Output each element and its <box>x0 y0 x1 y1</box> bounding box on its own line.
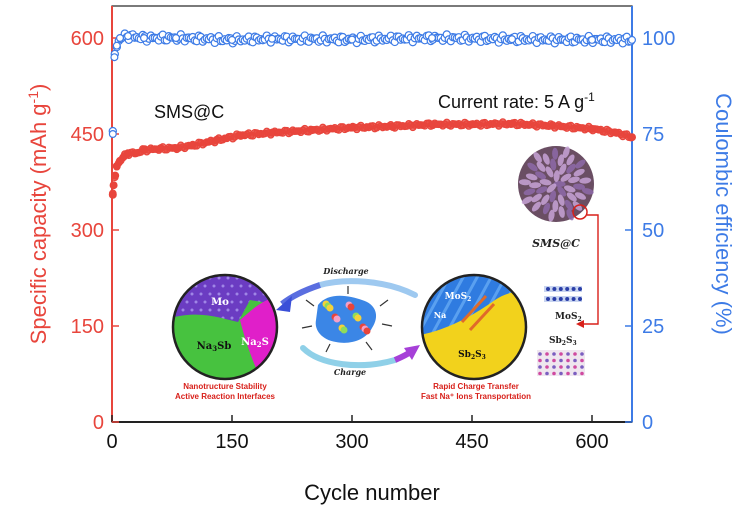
x-tick-label: 300 <box>335 431 368 453</box>
zoom-connector <box>584 214 599 325</box>
na-ion-label: Na <box>434 310 447 320</box>
sb2s3-label: Sb2S3 <box>549 336 577 347</box>
right-caption-line-2: Fast Na⁺ Ions Transportation <box>421 392 531 401</box>
data-point <box>172 144 181 153</box>
data-point <box>228 35 237 44</box>
data-point <box>156 144 165 153</box>
data-point <box>212 136 221 145</box>
y-right-tick-label: 25 <box>642 316 664 338</box>
na3sb-label: Na3Sb <box>197 341 232 353</box>
data-point <box>268 34 277 43</box>
data-point <box>308 126 317 135</box>
current-rate-label: Current rate: 5 A g-1 <box>438 90 595 112</box>
data-point <box>428 120 437 129</box>
y-left-tick-label: 150 <box>71 316 104 338</box>
y-left-axis-title: Specific capacity (mAh g-1) <box>25 84 51 345</box>
data-point <box>348 35 357 44</box>
charged-state-circle <box>420 273 528 381</box>
reaction-cycle-illustration <box>276 278 420 369</box>
series-layer <box>108 29 636 199</box>
mos2-crystal-illustration <box>544 286 582 302</box>
data-point <box>508 35 517 44</box>
data-point <box>108 190 117 199</box>
data-point <box>112 41 121 50</box>
y-right-tick-label: 50 <box>642 220 664 242</box>
y-right-tick-label: 0 <box>642 412 653 434</box>
data-point <box>109 181 118 190</box>
x-tick-label: 600 <box>575 431 608 453</box>
data-point <box>388 122 397 131</box>
data-point <box>188 141 197 150</box>
x-axis-title: Cycle number <box>304 480 440 505</box>
discharge-label: Discharge <box>322 266 368 276</box>
y-left-tick-label: 450 <box>71 124 104 146</box>
x-tick-label: 150 <box>215 431 248 453</box>
data-point <box>627 35 636 44</box>
charge-arrow <box>404 345 420 360</box>
data-point <box>268 128 277 137</box>
sms-sphere-illustration <box>518 146 594 222</box>
series-specific-capacity <box>108 118 636 199</box>
data-point <box>236 131 245 140</box>
y-right-tick-label: 75 <box>642 124 664 146</box>
data-point <box>132 149 141 158</box>
data-point <box>508 119 517 128</box>
zoom-circle <box>572 204 588 220</box>
y-right-tick-label: 100 <box>642 28 675 50</box>
data-point <box>547 121 556 130</box>
mo-label: Mo <box>211 297 229 308</box>
y-left-tick-label: 0 <box>93 412 104 434</box>
mos2-label: MoS2 <box>555 312 582 323</box>
discharge-arrow <box>276 296 292 312</box>
data-point <box>123 149 132 158</box>
sb2s3-crystal-illustration <box>537 350 585 376</box>
data-point <box>468 120 477 129</box>
data-point <box>140 33 149 42</box>
data-point <box>428 33 437 42</box>
left-caption-line-2: Active Reaction Interfaces <box>175 392 276 401</box>
charge-label: Charge <box>334 367 366 377</box>
data-point <box>110 53 119 62</box>
data-point <box>108 129 117 138</box>
x-tick-label: 450 <box>455 431 488 453</box>
sms-inset-label: SMS@C <box>532 237 580 250</box>
zoom-connector-arrowhead <box>576 320 584 328</box>
data-point <box>111 171 120 180</box>
y-right-axis-title: Coulombic efficiency (%) <box>711 93 736 335</box>
y-left-tick-label: 600 <box>71 28 104 50</box>
data-point <box>140 146 149 155</box>
series-coulombic-efficiency <box>108 29 636 138</box>
mos2-circle-label: MoS2 <box>445 292 472 303</box>
left-caption-line-1: Nanotructure Stability <box>183 382 267 391</box>
mechanism-inset: SMS@C MoS2 Sb2S3 Mo Na3Sb <box>171 146 599 401</box>
data-point <box>123 32 132 41</box>
data-point <box>115 33 124 42</box>
data-point <box>587 124 596 133</box>
data-point <box>172 33 181 42</box>
right-caption-line-1: Rapid Charge Transfer <box>433 382 519 391</box>
y-left-tick-label: 300 <box>71 220 104 242</box>
sample-label: SMS@C <box>154 102 224 122</box>
x-tick-label: 0 <box>106 431 117 453</box>
data-point <box>627 133 636 142</box>
na2s-label: Na2S <box>241 337 269 349</box>
data-point <box>611 128 620 137</box>
axis-ticks: 0 150 300 450 600 0 150 300 450 600 0 25 50 75 100 <box>71 28 676 453</box>
sb2s3-circle-label: Sb2S3 <box>458 350 486 361</box>
data-point <box>348 123 357 132</box>
discharged-state-circle <box>171 273 279 381</box>
data-point <box>587 35 596 44</box>
